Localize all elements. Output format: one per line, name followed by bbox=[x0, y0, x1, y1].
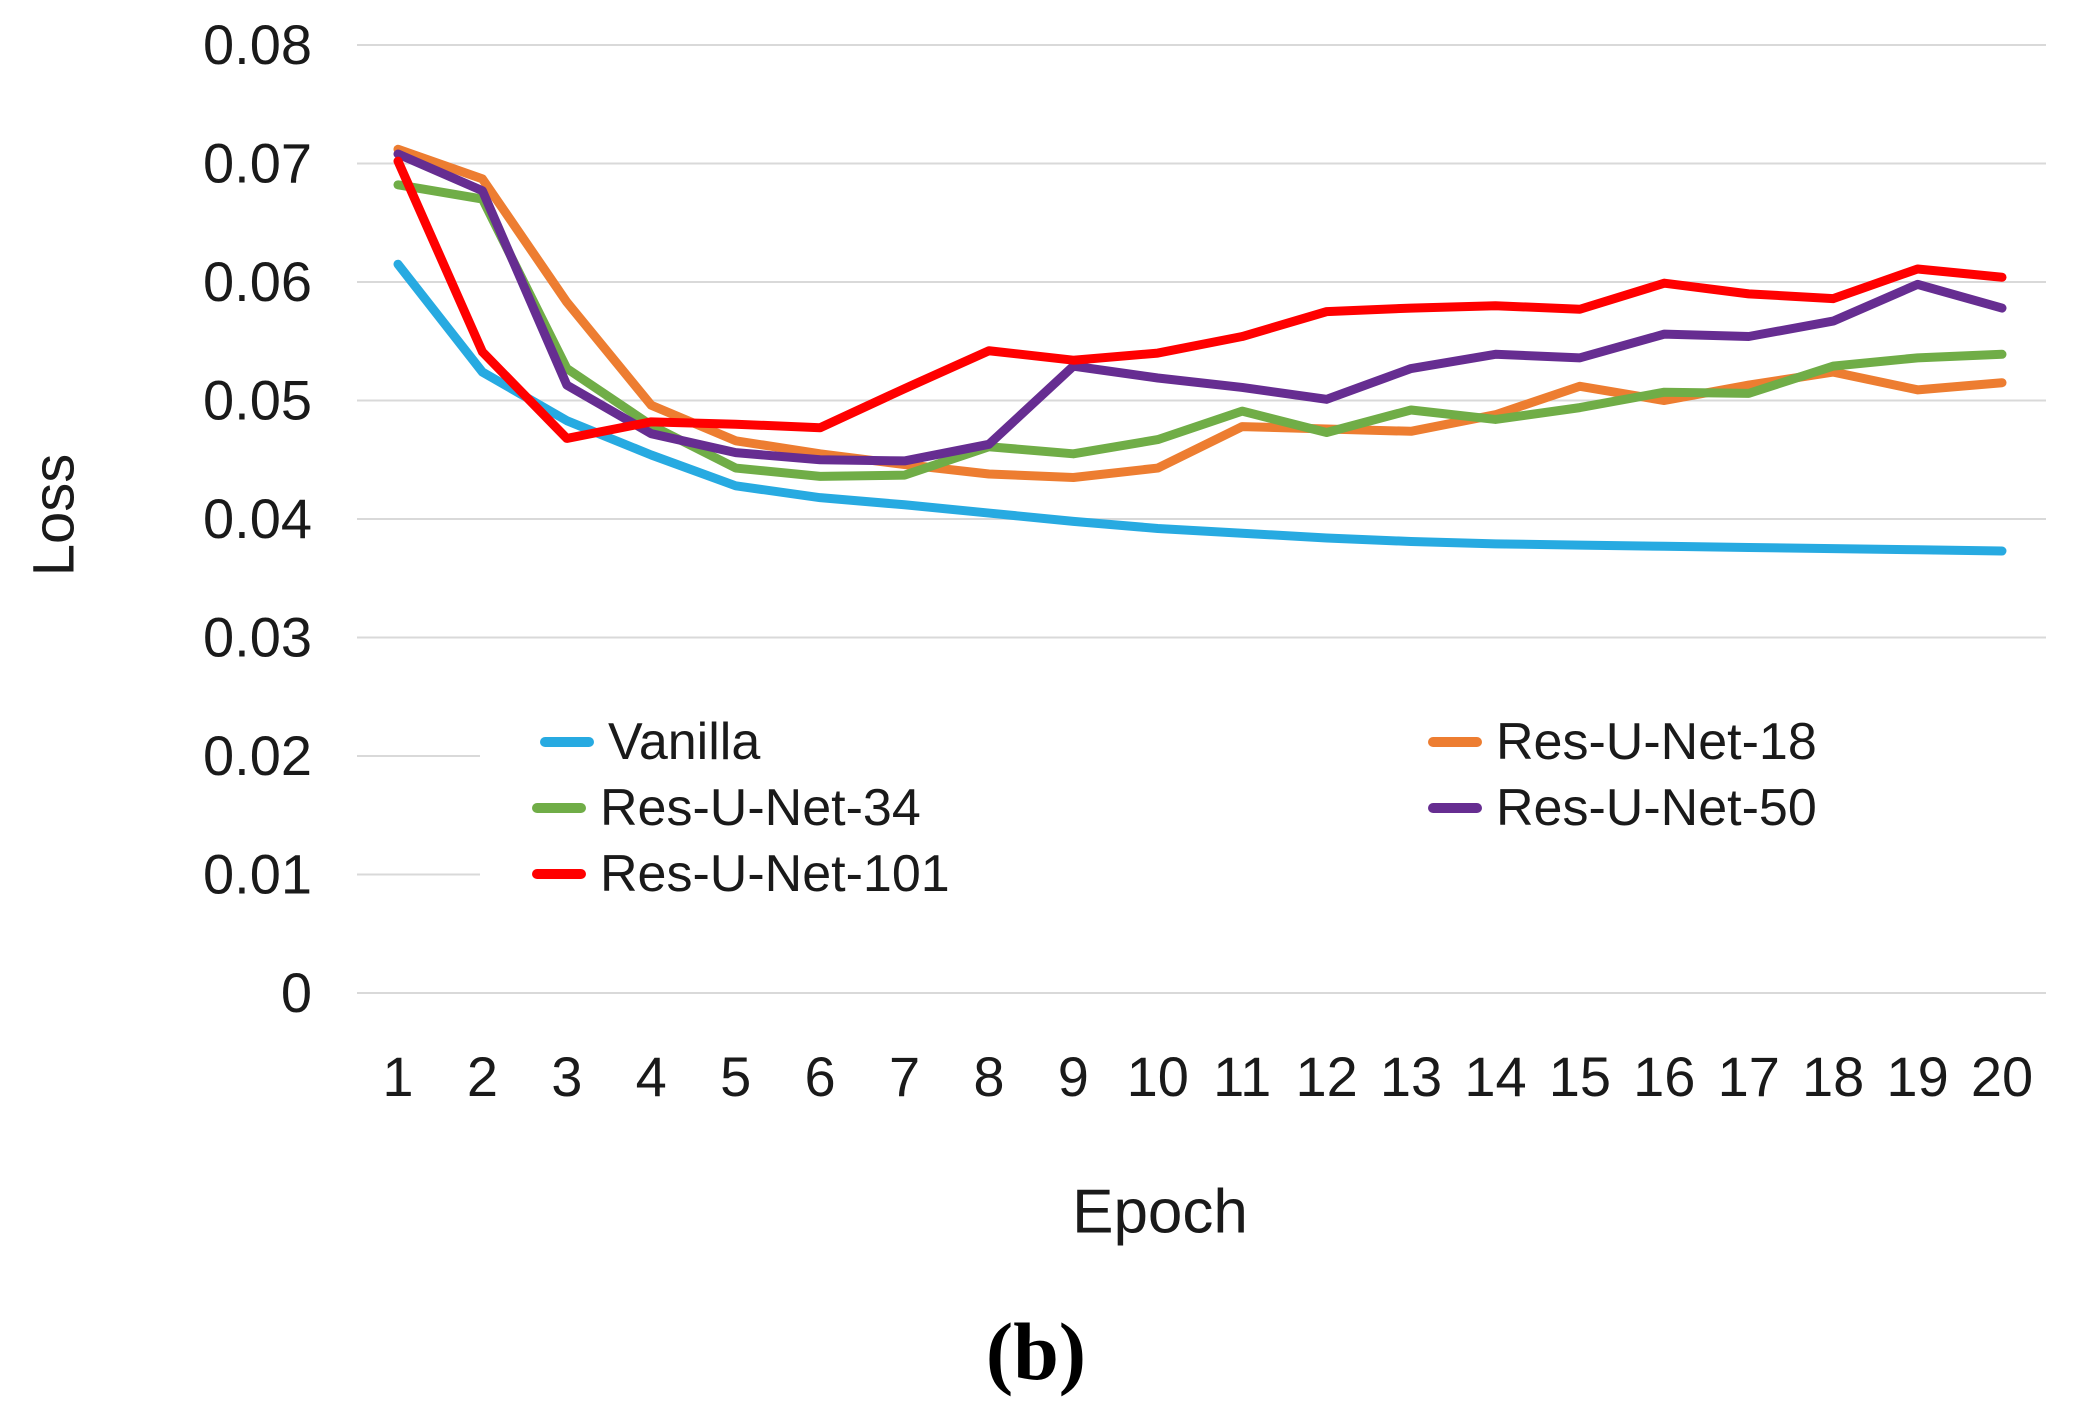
x-tick-label: 1 bbox=[382, 1045, 413, 1108]
legend-label: Res-U-Net-18 bbox=[1496, 713, 1817, 771]
y-tick-label: 0.02 bbox=[203, 724, 312, 787]
res-u-net-34-line-swatch bbox=[532, 803, 586, 813]
x-tick-label: 16 bbox=[1633, 1045, 1695, 1108]
subfigure-caption: (b) bbox=[985, 1306, 1087, 1397]
x-tick-label: 2 bbox=[467, 1045, 498, 1108]
y-axis-title: Loss bbox=[21, 453, 87, 577]
x-tick-label: 11 bbox=[1213, 1045, 1271, 1108]
y-tick-label: 0.06 bbox=[203, 250, 312, 313]
x-tick-label: 10 bbox=[1127, 1045, 1189, 1108]
x-tick-label: 4 bbox=[636, 1045, 667, 1108]
legend-item-res-u-net-34: Res-U-Net-34 bbox=[532, 779, 921, 837]
x-tick-label: 6 bbox=[805, 1045, 836, 1108]
x-tick-label: 7 bbox=[889, 1045, 920, 1108]
x-tick-label: 17 bbox=[1718, 1045, 1780, 1108]
x-tick-label: 19 bbox=[1886, 1045, 1948, 1108]
legend-label: Res-U-Net-50 bbox=[1496, 779, 1817, 837]
x-axis-title: Epoch bbox=[1072, 1177, 1248, 1247]
x-tick-label: 3 bbox=[551, 1045, 582, 1108]
res-u-net-18-line-swatch bbox=[1428, 737, 1482, 747]
x-tick-label: 13 bbox=[1380, 1045, 1442, 1108]
legend-label: Res-U-Net-101 bbox=[600, 845, 950, 903]
res-u-net-101-line-swatch bbox=[532, 869, 586, 879]
legend-label: Res-U-Net-34 bbox=[600, 779, 921, 837]
legend-item-res-u-net-50: Res-U-Net-50 bbox=[1428, 779, 1817, 837]
x-tick-label: 9 bbox=[1058, 1045, 1089, 1108]
legend-item-res-u-net-18: Res-U-Net-18 bbox=[1428, 713, 1817, 771]
y-tick-label: 0.03 bbox=[203, 606, 312, 669]
y-tick-label: 0 bbox=[281, 961, 312, 1024]
y-tick-label: 0.04 bbox=[203, 487, 312, 550]
x-tick-label: 14 bbox=[1464, 1045, 1526, 1108]
y-tick-label: 0.05 bbox=[203, 369, 312, 432]
legend-item-vanilla: Vanilla bbox=[540, 713, 761, 771]
y-tick-label: 0.07 bbox=[203, 132, 312, 195]
chart-legend: Vanilla Res-U-Net-18 Res-U-Net-34 Res-U-… bbox=[480, 652, 2046, 908]
series-line-res-u-net-50 bbox=[393, 149, 2007, 466]
y-tick-label: 0.01 bbox=[203, 843, 312, 906]
x-tick-label: 20 bbox=[1971, 1045, 2033, 1108]
x-tick-label: 8 bbox=[973, 1045, 1004, 1108]
series-line-res-u-net-101 bbox=[393, 156, 2007, 443]
x-tick-label: 5 bbox=[720, 1045, 751, 1108]
x-tick-label: 18 bbox=[1802, 1045, 1864, 1108]
legend-label: Vanilla bbox=[608, 713, 761, 771]
res-u-net-50-line-swatch bbox=[1428, 803, 1482, 813]
series-line-vanilla bbox=[393, 259, 2007, 556]
series-line-res-u-net-18 bbox=[393, 144, 2007, 483]
x-tick-label: 15 bbox=[1549, 1045, 1611, 1108]
x-tick-label: 12 bbox=[1295, 1045, 1357, 1108]
vanilla-line-swatch bbox=[540, 737, 594, 747]
y-tick-label: 0.08 bbox=[203, 13, 312, 76]
legend-item-res-u-net-101: Res-U-Net-101 bbox=[532, 845, 950, 903]
